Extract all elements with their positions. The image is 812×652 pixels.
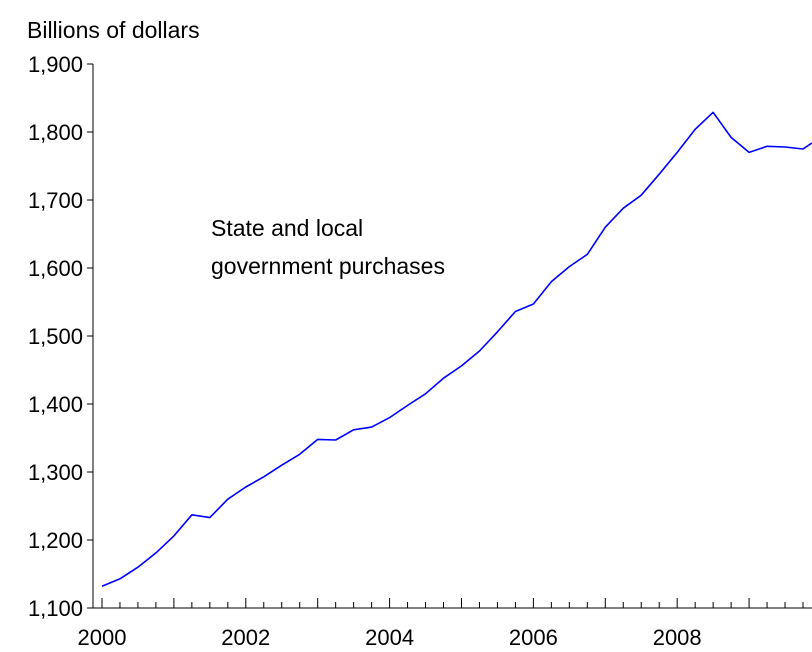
data-point bbox=[783, 144, 788, 149]
y-tick-label: 1,800 bbox=[28, 120, 83, 145]
data-point bbox=[189, 512, 194, 517]
series-annotation-line-1: State and local bbox=[211, 215, 363, 241]
y-tick-label: 1,900 bbox=[28, 52, 83, 77]
data-point bbox=[351, 427, 356, 432]
data-point bbox=[711, 110, 716, 115]
data-point bbox=[801, 147, 806, 152]
series-line bbox=[101, 111, 812, 587]
y-ticks: 1,100 1,200 1,300 1,400 1,500 1,600 1,700 1,800… bbox=[28, 52, 93, 621]
x-tick-label: 2004 bbox=[365, 625, 414, 650]
data-point bbox=[459, 363, 464, 368]
data-point bbox=[477, 348, 482, 353]
data-point bbox=[387, 415, 392, 420]
x-tick-label: 2000 bbox=[78, 625, 127, 650]
y-tick-label: 1,200 bbox=[28, 528, 83, 553]
y-tick-label: 1,700 bbox=[28, 188, 83, 213]
data-point bbox=[621, 206, 626, 211]
data-point bbox=[549, 279, 554, 284]
data-point bbox=[531, 302, 536, 307]
data-point bbox=[369, 425, 374, 430]
data-point bbox=[117, 576, 122, 581]
x-tick-label: 2008 bbox=[653, 625, 702, 650]
data-point bbox=[243, 484, 248, 489]
series-group bbox=[99, 110, 812, 589]
data-point bbox=[765, 144, 770, 149]
data-point bbox=[639, 193, 644, 198]
y-tick-label: 1,300 bbox=[28, 460, 83, 485]
data-point bbox=[675, 150, 680, 155]
y-tick-label: 1,600 bbox=[28, 256, 83, 281]
data-point bbox=[585, 252, 590, 257]
axes bbox=[92, 64, 812, 609]
data-point bbox=[747, 150, 752, 155]
data-point bbox=[279, 463, 284, 468]
x-tick-label: 2002 bbox=[221, 625, 270, 650]
data-point bbox=[135, 565, 140, 570]
data-point bbox=[99, 584, 104, 589]
data-point bbox=[495, 329, 500, 334]
data-point bbox=[513, 309, 518, 314]
y-tick-label: 1,500 bbox=[28, 324, 83, 349]
series-annotation: State and local government purchases bbox=[211, 215, 445, 279]
data-point bbox=[405, 403, 410, 408]
data-point bbox=[657, 172, 662, 177]
data-point bbox=[693, 127, 698, 132]
y-axis-label: Billions of dollars bbox=[27, 17, 200, 43]
data-point bbox=[153, 550, 158, 555]
data-point bbox=[315, 437, 320, 442]
data-point bbox=[729, 135, 734, 140]
data-point bbox=[567, 264, 572, 269]
data-point bbox=[333, 438, 338, 443]
data-point bbox=[603, 225, 608, 230]
series-annotation-line-2: government purchases bbox=[211, 253, 445, 279]
data-point bbox=[207, 515, 212, 520]
x-tick-label: 2006 bbox=[509, 625, 558, 650]
data-point bbox=[225, 497, 230, 502]
y-tick-label: 1,400 bbox=[28, 392, 83, 417]
data-point bbox=[297, 452, 302, 457]
x-ticks: 2000 2002 2004 2006 2008 bbox=[78, 598, 804, 650]
data-point bbox=[441, 376, 446, 381]
data-point bbox=[423, 391, 428, 396]
data-point bbox=[171, 533, 176, 538]
data-point bbox=[261, 474, 266, 479]
y-tick-label: 1,100 bbox=[28, 596, 83, 621]
